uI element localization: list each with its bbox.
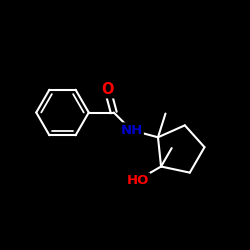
Text: NH: NH	[120, 124, 142, 137]
Text: O: O	[102, 82, 114, 97]
Text: HO: HO	[127, 174, 149, 187]
